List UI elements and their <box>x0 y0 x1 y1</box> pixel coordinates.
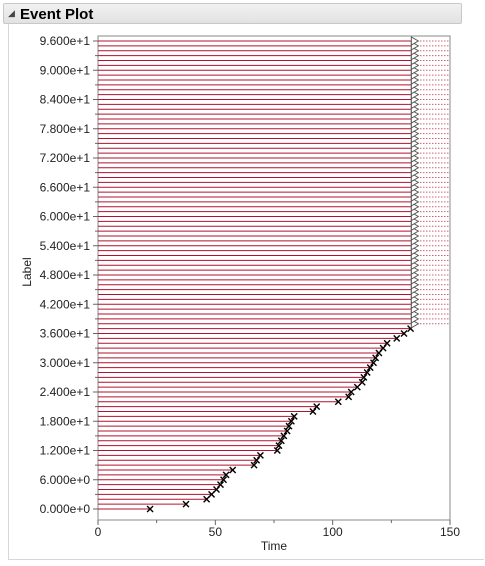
event-marker <box>280 432 288 440</box>
panel-header: ◢ Event Plot <box>3 3 462 24</box>
event-marker <box>220 476 228 484</box>
event-marker <box>253 456 261 464</box>
event-marker <box>334 398 342 406</box>
censored-marker <box>410 36 420 46</box>
x-tick-label: 150 <box>440 525 460 539</box>
event-marker <box>146 505 154 513</box>
y-tick-label: 4.200e+1 <box>40 297 91 311</box>
y-tick-label: 3.000e+1 <box>40 356 91 370</box>
panel-bottom-border <box>8 559 484 560</box>
event-marker <box>217 481 224 489</box>
event-markers <box>146 36 420 513</box>
event-marker <box>370 359 377 367</box>
event-marker <box>345 393 353 401</box>
collapse-triangle-icon[interactable]: ◢ <box>8 8 15 18</box>
y-tick-label: 2.400e+1 <box>40 385 91 399</box>
event-marker <box>256 451 264 459</box>
event-marker <box>309 408 317 415</box>
x-axis-title: Time <box>261 539 288 553</box>
event-marker <box>400 330 408 337</box>
x-tick-label: 0 <box>95 525 102 539</box>
event-marker <box>363 369 371 376</box>
event-marker <box>290 412 298 420</box>
y-axis: 0.000e+0 6.000e+0 1.200e+1 1.800e+1 2.400e+1… <box>40 34 98 516</box>
x-tick-label: 50 <box>209 525 223 539</box>
event-marker <box>358 378 366 386</box>
y-tick-label: 7.200e+1 <box>40 151 91 165</box>
y-tick-label: 9.600e+1 <box>40 34 91 48</box>
panel-left-border <box>8 24 9 560</box>
event-marker <box>313 403 321 411</box>
y-tick-label: 1.200e+1 <box>40 444 91 458</box>
panel-title: Event Plot <box>20 6 94 23</box>
event-marker <box>366 364 374 372</box>
event-marker <box>277 437 285 445</box>
event-marker <box>372 354 380 362</box>
event-marker <box>283 427 291 435</box>
y-tick-label: 6.000e+1 <box>40 210 91 224</box>
event-lines <box>98 40 450 510</box>
y-tick-label: 1.800e+1 <box>40 414 91 428</box>
event-marker <box>229 466 237 474</box>
y-tick-label: 9.000e+1 <box>40 63 91 77</box>
y-tick-label: 6.000e+0 <box>40 473 91 487</box>
event-marker <box>222 471 230 479</box>
event-marker <box>285 422 293 430</box>
y-tick-label: 7.800e+1 <box>40 122 91 136</box>
plot-frame <box>97 35 451 521</box>
y-tick-label: 6.600e+1 <box>40 180 91 194</box>
event-marker <box>287 417 295 425</box>
event-marker <box>182 500 190 508</box>
y-tick-label: 3.600e+1 <box>40 327 91 341</box>
event-marker <box>273 447 281 454</box>
event-marker <box>275 442 283 450</box>
event-marker <box>250 461 258 469</box>
y-axis-title: Label <box>20 257 34 286</box>
x-tick-label: 100 <box>323 525 343 539</box>
event-marker <box>393 334 401 342</box>
x-axis: 0 50 100 150 <box>95 520 460 539</box>
y-tick-label: 5.400e+1 <box>40 239 91 253</box>
event-marker <box>383 339 391 347</box>
y-tick-label: 0.000e+0 <box>40 502 91 516</box>
event-marker <box>347 388 355 396</box>
y-tick-label: 8.400e+1 <box>40 93 91 107</box>
y-tick-label: 4.800e+1 <box>40 268 91 282</box>
event-marker <box>360 373 368 381</box>
